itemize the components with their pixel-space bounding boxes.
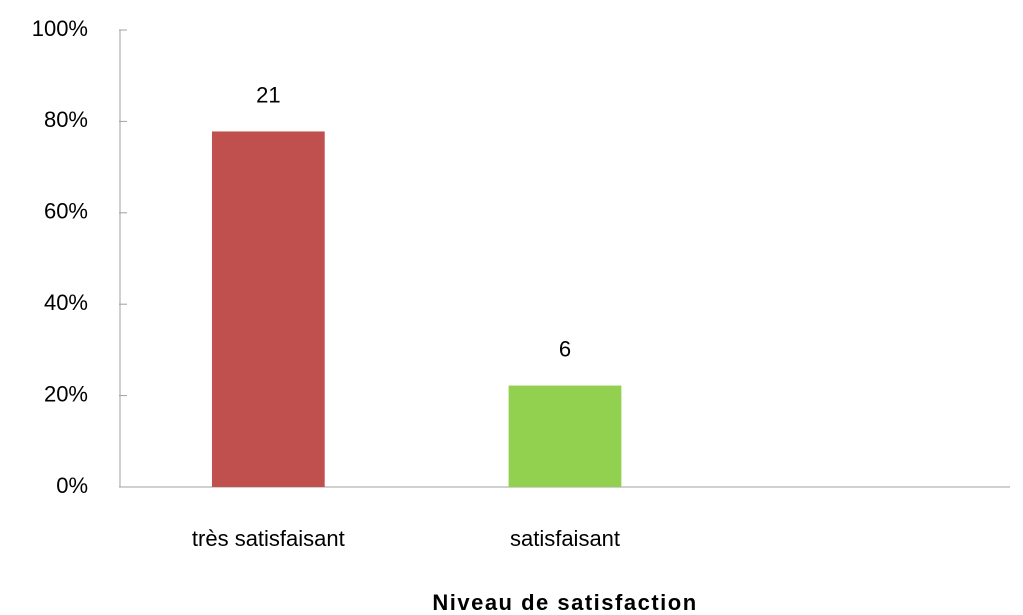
bar bbox=[508, 385, 622, 487]
data-label: 6 bbox=[559, 336, 571, 361]
data-label: 21 bbox=[256, 82, 280, 107]
y-tick-label: 0% bbox=[56, 473, 88, 498]
y-tick-label: 20% bbox=[44, 381, 88, 406]
bar bbox=[211, 131, 325, 488]
x-tick-label: satisfaisant bbox=[510, 526, 620, 551]
x-tick-label: très satisfaisant bbox=[192, 526, 345, 551]
y-tick-label: 40% bbox=[44, 290, 88, 315]
x-axis-title: Niveau de satisfaction bbox=[432, 590, 697, 615]
y-tick-label: 80% bbox=[44, 107, 88, 132]
y-tick-label: 100% bbox=[32, 16, 88, 41]
y-tick-label: 60% bbox=[44, 199, 88, 224]
